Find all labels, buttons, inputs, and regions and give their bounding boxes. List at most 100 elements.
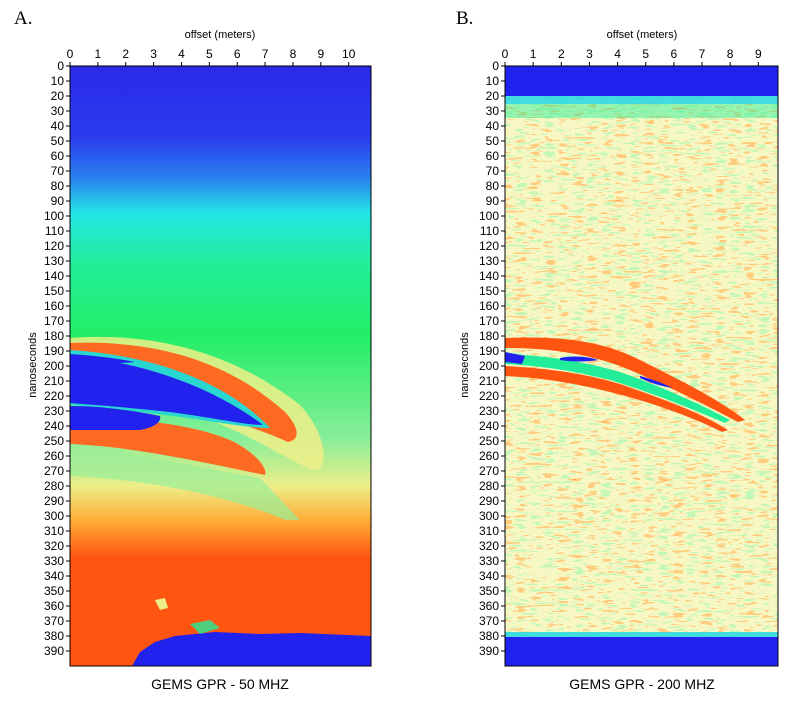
y-tick-label: 380 (479, 629, 499, 643)
y-tick-label: 310 (44, 524, 64, 538)
y-tick-label: 100 (44, 209, 64, 223)
y-tick-label: 80 (51, 179, 65, 193)
y-tick-label: 150 (479, 284, 499, 298)
x-tick-label: 2 (122, 47, 129, 61)
x-tick-label: 7 (699, 47, 706, 61)
x-tick-label: 6 (234, 47, 241, 61)
panel-a: A. offset (meters) nanoseconds 0 1 2 3 4 5 6 7 8… (14, 8, 372, 692)
y-tick-label: 40 (51, 119, 65, 133)
x-tick-label: 5 (642, 47, 649, 61)
panel-b-y-ticks: 0102030405060708090100110120130140150160… (479, 59, 505, 658)
panel-b-direct-arrival-edge (505, 96, 778, 104)
panel-a-x-ticks: 0 1 2 3 4 5 6 7 8 9 10 (67, 47, 356, 66)
panel-a-y-axis-title: nanoseconds (27, 332, 39, 398)
panel-b-x-ticks: 0 1 2 3 4 5 6 7 8 9 (502, 47, 762, 66)
x-tick-label: 10 (342, 47, 356, 61)
x-tick-label: 0 (67, 47, 74, 61)
y-tick-label: 170 (479, 314, 499, 328)
y-tick-label: 170 (44, 314, 64, 328)
y-tick-label: 50 (486, 134, 500, 148)
x-tick-label: 1 (530, 47, 537, 61)
y-tick-label: 110 (480, 224, 499, 238)
y-tick-label: 130 (44, 254, 64, 268)
y-tick-label: 190 (44, 344, 64, 358)
y-tick-label: 120 (44, 239, 64, 253)
x-tick-label: 9 (755, 47, 762, 61)
x-tick-label: 8 (727, 47, 734, 61)
y-tick-label: 180 (44, 329, 64, 343)
y-tick-label: 230 (44, 404, 64, 418)
panel-b-frame (504, 65, 779, 667)
panel-b-bottom-band-edge (505, 632, 778, 638)
y-tick-label: 360 (479, 599, 499, 613)
y-tick-label: 390 (44, 644, 64, 658)
y-tick-label: 140 (479, 269, 499, 283)
y-tick-label: 250 (44, 434, 64, 448)
panel-a-speckle-2 (190, 620, 220, 634)
y-tick-label: 350 (44, 584, 64, 598)
y-tick-label: 0 (492, 59, 499, 73)
y-tick-label: 70 (486, 164, 500, 178)
panel-a-lower-orange-band (70, 419, 266, 475)
y-tick-label: 280 (479, 479, 499, 493)
y-tick-label: 210 (479, 374, 499, 388)
y-tick-label: 0 (57, 59, 64, 73)
y-tick-label: 140 (44, 269, 64, 283)
panel-a-y-ticks: 0102030405060708090100110120130140150160… (44, 59, 70, 658)
y-tick-label: 380 (44, 629, 64, 643)
panel-a-speckle-1 (155, 598, 168, 610)
y-tick-label: 200 (44, 359, 64, 373)
x-tick-label: 9 (317, 47, 324, 61)
x-tick-label: 1 (95, 47, 102, 61)
x-tick-label: 0 (502, 47, 509, 61)
panel-a-image (69, 65, 372, 667)
panel-a-late-blue-region (132, 632, 371, 666)
y-tick-label: 310 (479, 524, 499, 538)
x-tick-label: 3 (150, 47, 157, 61)
y-tick-label: 100 (479, 209, 499, 223)
y-tick-label: 320 (479, 539, 499, 553)
y-tick-label: 250 (479, 434, 499, 448)
y-tick-label: 370 (44, 614, 64, 628)
y-tick-label: 270 (44, 464, 64, 478)
y-tick-label: 340 (479, 569, 499, 583)
panel-b-blue-reflection-left (505, 352, 525, 364)
y-tick-label: 160 (479, 299, 499, 313)
panel-a-caption: GEMS GPR - 50 MHZ (151, 676, 289, 692)
y-tick-label: 50 (51, 134, 65, 148)
y-tick-label: 300 (479, 509, 499, 523)
y-tick-label: 150 (44, 284, 64, 298)
panel-a-frame (69, 65, 372, 667)
panel-b-upper-orange-reflection (505, 337, 745, 422)
x-tick-label: 6 (671, 47, 678, 61)
panel-b-lower-orange-reflection (505, 366, 728, 432)
panel-b-x-axis-title: offset (meters) (607, 29, 678, 41)
y-tick-label: 210 (44, 374, 64, 388)
y-tick-label: 240 (479, 419, 499, 433)
y-tick-label: 90 (51, 194, 65, 208)
panel-a-blue-reflector (70, 356, 263, 425)
y-tick-label: 90 (486, 194, 500, 208)
y-tick-label: 330 (44, 554, 64, 568)
panel-a-green-tail (70, 446, 300, 520)
panel-b-image (504, 65, 779, 667)
y-tick-label: 160 (44, 299, 64, 313)
x-tick-label: 4 (178, 47, 185, 61)
y-tick-label: 220 (479, 389, 499, 403)
y-tick-label: 290 (44, 494, 64, 508)
x-tick-label: 8 (290, 47, 297, 61)
y-tick-label: 20 (486, 89, 500, 103)
panel-b-caption: GEMS GPR - 200 MHZ (569, 676, 715, 692)
panel-a-upper-blue-sliver (70, 354, 135, 363)
panel-b: B. offset (meters) nanoseconds 0 1 2 3 4 5 6 7 8… (456, 8, 779, 692)
y-tick-label: 190 (479, 344, 499, 358)
y-tick-label: 130 (479, 254, 499, 268)
panel-b-green-haze (505, 104, 778, 118)
y-tick-label: 370 (479, 614, 499, 628)
panel-a-x-axis-title: offset (meters) (185, 29, 256, 41)
y-tick-label: 270 (479, 464, 499, 478)
y-tick-label: 220 (44, 389, 64, 403)
y-tick-label: 200 (479, 359, 499, 373)
panel-b-blue-reflection-right (640, 376, 672, 388)
